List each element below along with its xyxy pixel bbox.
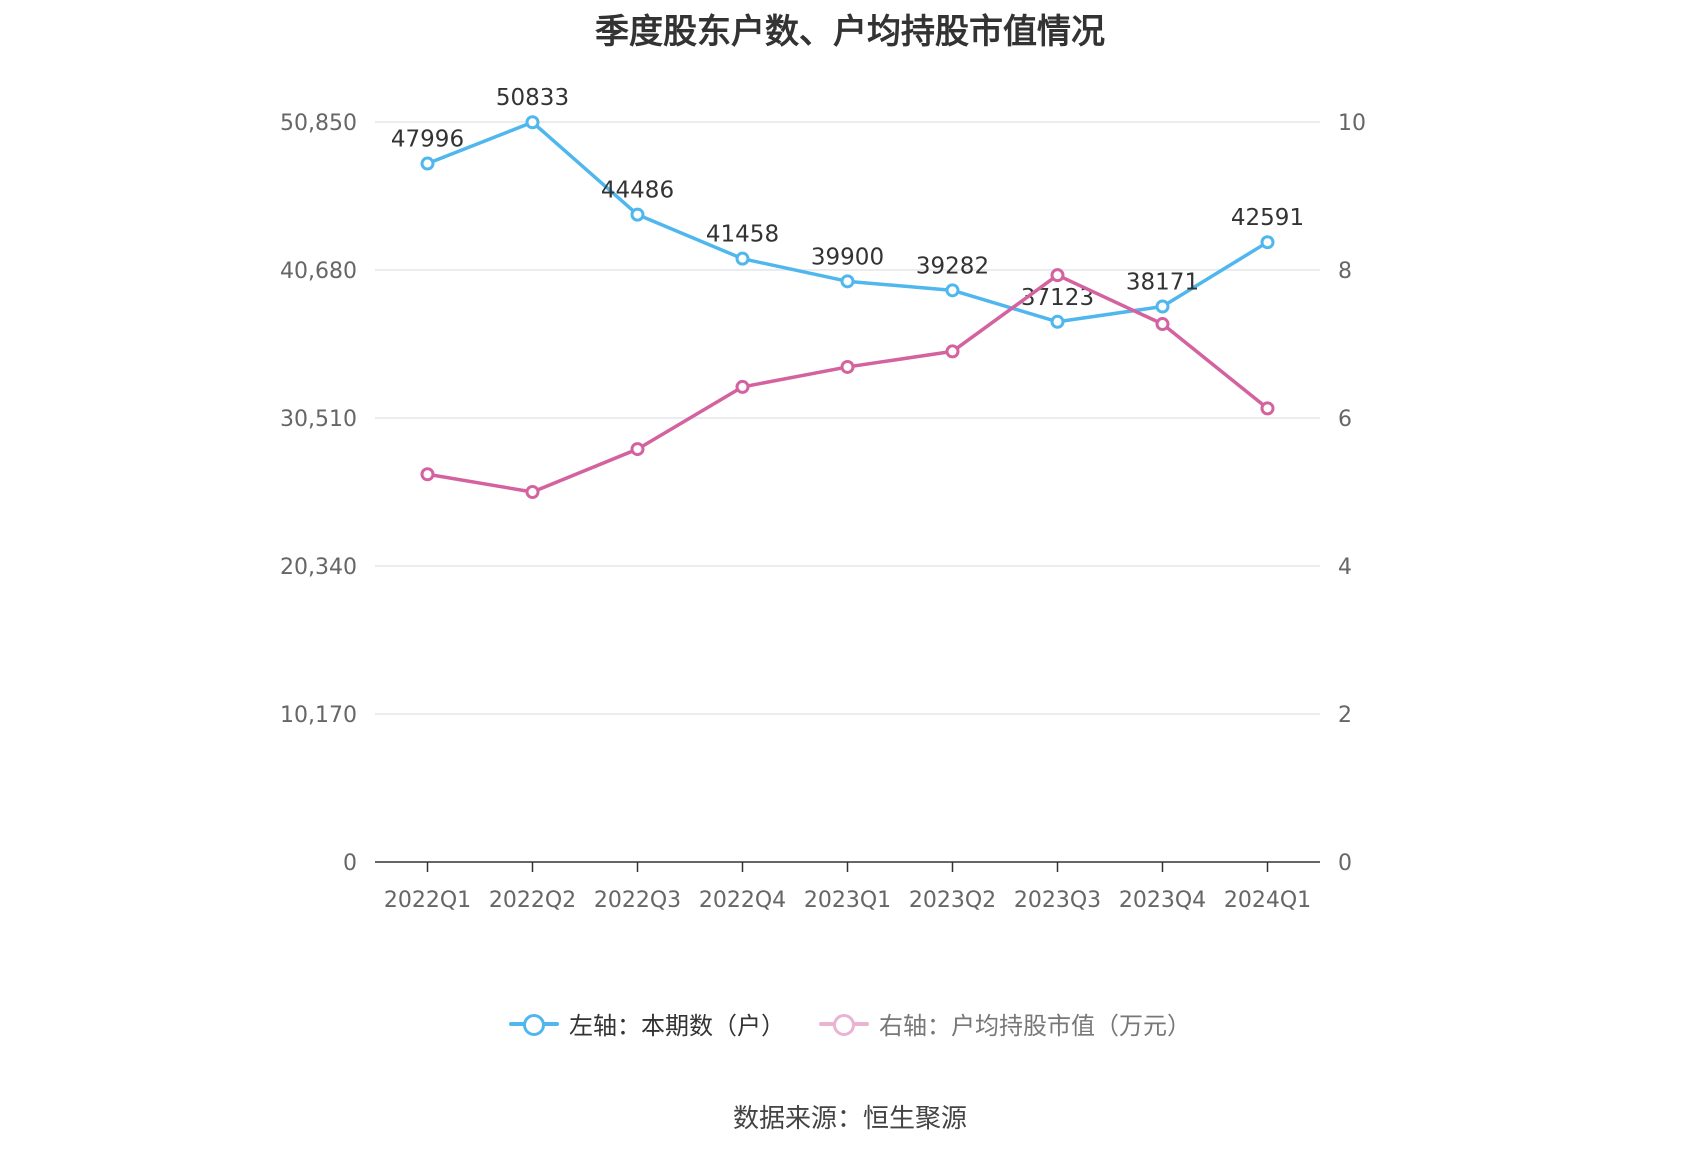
series-line-avg-market-value	[425, 273, 1270, 494]
holders-point	[840, 274, 855, 289]
holders-point	[735, 251, 750, 266]
legend-label-left-axis: 左轴：本期数（户）	[569, 1012, 785, 1040]
holders-point	[945, 283, 960, 298]
data-label: 39282	[916, 253, 989, 279]
x-axis-tick-label: 2022Q3	[594, 888, 681, 913]
x-axis-tick-label: 2022Q1	[384, 888, 471, 913]
holders-point	[1260, 235, 1275, 250]
legend-label-right-axis: 右轴：户均持股市值（万元）	[879, 1012, 1191, 1040]
right-axis-tick-label: 8	[1338, 259, 1352, 284]
line-chart: 0 0 10,170 2 20,340 4 30,510 6 40,680 8 50,850 10 20…	[280, 85, 1366, 913]
data-label: 39900	[811, 244, 884, 270]
right-axis-tick-label: 2	[1338, 703, 1352, 728]
data-source: 数据来源：恒生聚源	[732, 1104, 967, 1134]
data-label: 47996	[391, 127, 464, 153]
left-axis-tick-label: 10,170	[280, 703, 357, 728]
avg-market-value-point	[1260, 401, 1275, 416]
legend-item-right-axis[interactable]: 右轴：户均持股市值（万元）	[819, 1006, 1191, 1041]
holders-point	[1050, 314, 1065, 329]
x-axis-tick-label: 2022Q2	[489, 888, 576, 913]
right-axis-tick-label: 0	[1338, 851, 1352, 876]
legend-line-circle-icon	[819, 1013, 869, 1036]
avg-market-value-point	[840, 359, 855, 374]
avg-market-value-point	[525, 485, 540, 499]
left-axis-tick-label: 20,340	[280, 555, 357, 580]
x-axis-tick-label: 2023Q2	[909, 888, 996, 913]
x-axis-tick-label: 2023Q1	[804, 888, 891, 913]
legend: 左轴：本期数（户） 右轴：户均持股市值（万元）	[0, 1006, 1700, 1041]
data-label: 44486	[601, 178, 674, 204]
right-axis-tick-label: 4	[1338, 555, 1352, 580]
left-axis-tick-label: 50,850	[280, 111, 357, 136]
holders-point	[420, 156, 435, 171]
avg-market-value-point	[420, 467, 435, 482]
x-axis-tick-label: 2022Q4	[699, 888, 786, 913]
x-axis-tick-label: 2024Q1	[1224, 888, 1311, 913]
x-axis-tick-label: 2023Q3	[1014, 888, 1101, 913]
holders-point	[1155, 299, 1170, 314]
data-label: 41458	[706, 222, 779, 248]
right-axis-tick-label: 10	[1338, 111, 1366, 136]
right-axis-tick-label: 6	[1338, 407, 1352, 432]
avg-market-value-point	[630, 442, 645, 457]
chart-title: 季度股东户数、户均持股市值情况	[595, 12, 1105, 52]
avg-market-value-point	[945, 344, 960, 359]
legend-item-left-axis[interactable]: 左轴：本期数（户）	[509, 1006, 785, 1041]
holders-point	[525, 115, 540, 130]
avg-market-value-point	[1155, 317, 1170, 332]
legend-line-circle-icon	[509, 1013, 559, 1036]
data-label: 42591	[1231, 205, 1304, 231]
x-axis-tick-label: 2023Q4	[1119, 888, 1206, 913]
holders-point	[630, 207, 645, 222]
left-axis-tick-label: 30,510	[280, 407, 357, 432]
avg-market-value-point	[1050, 268, 1065, 283]
left-axis-tick-label: 0	[343, 851, 357, 876]
data-label: 50833	[496, 85, 569, 111]
avg-market-value-point	[735, 379, 750, 394]
left-axis-tick-label: 40,680	[280, 259, 357, 284]
data-label: 37123	[1021, 285, 1094, 311]
data-label: 38171	[1126, 270, 1199, 296]
